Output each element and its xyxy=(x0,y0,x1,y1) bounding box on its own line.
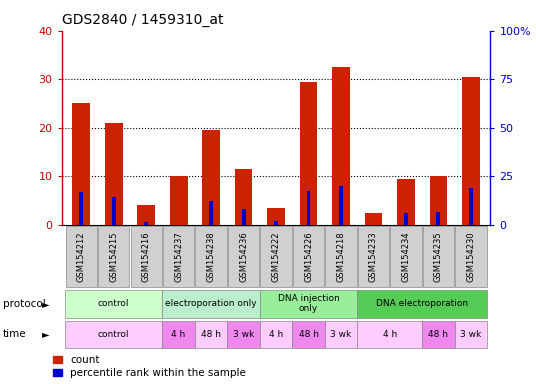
FancyBboxPatch shape xyxy=(65,226,96,287)
Bar xyxy=(267,208,285,225)
FancyBboxPatch shape xyxy=(227,321,260,348)
Bar xyxy=(170,176,188,225)
Bar xyxy=(202,130,220,225)
Text: GSM154235: GSM154235 xyxy=(434,231,443,281)
FancyBboxPatch shape xyxy=(423,226,454,287)
Text: GSM154226: GSM154226 xyxy=(304,231,313,281)
FancyBboxPatch shape xyxy=(130,226,162,287)
Bar xyxy=(339,186,343,225)
Text: DNA electroporation: DNA electroporation xyxy=(376,299,468,308)
FancyBboxPatch shape xyxy=(358,321,422,348)
Text: 3 wk: 3 wk xyxy=(233,330,254,339)
Text: GDS2840 / 1459310_at: GDS2840 / 1459310_at xyxy=(62,13,223,27)
Bar xyxy=(144,222,148,225)
FancyBboxPatch shape xyxy=(163,226,194,287)
Text: protocol: protocol xyxy=(3,299,46,309)
Bar xyxy=(307,191,310,225)
FancyBboxPatch shape xyxy=(456,226,487,287)
Text: 4 h: 4 h xyxy=(269,330,283,339)
Text: GSM154236: GSM154236 xyxy=(239,231,248,282)
Bar xyxy=(300,82,317,225)
Text: electroporation only: electroporation only xyxy=(165,299,257,308)
FancyBboxPatch shape xyxy=(65,321,162,348)
Bar xyxy=(332,67,350,225)
Text: time: time xyxy=(3,329,26,339)
Text: GSM154222: GSM154222 xyxy=(272,231,280,281)
FancyBboxPatch shape xyxy=(65,290,162,318)
Bar xyxy=(404,213,408,225)
FancyBboxPatch shape xyxy=(325,226,356,287)
FancyBboxPatch shape xyxy=(260,290,358,318)
Bar xyxy=(242,209,245,225)
FancyBboxPatch shape xyxy=(196,226,227,287)
Bar xyxy=(364,212,382,225)
Legend: count, percentile rank within the sample: count, percentile rank within the sample xyxy=(54,355,246,378)
Text: GSM154218: GSM154218 xyxy=(337,231,346,281)
Bar xyxy=(79,192,83,225)
Bar xyxy=(209,201,213,225)
FancyBboxPatch shape xyxy=(260,226,292,287)
Text: GSM154215: GSM154215 xyxy=(109,231,118,281)
Text: GSM154238: GSM154238 xyxy=(206,231,215,282)
FancyBboxPatch shape xyxy=(162,290,260,318)
Bar xyxy=(436,212,441,225)
Text: GSM154237: GSM154237 xyxy=(174,231,183,282)
Text: GSM154233: GSM154233 xyxy=(369,231,378,282)
Bar xyxy=(274,221,278,225)
FancyBboxPatch shape xyxy=(325,321,358,348)
Bar xyxy=(397,179,415,225)
FancyBboxPatch shape xyxy=(293,226,324,287)
Text: control: control xyxy=(98,330,129,339)
FancyBboxPatch shape xyxy=(260,321,292,348)
Text: 48 h: 48 h xyxy=(201,330,221,339)
Bar xyxy=(429,176,448,225)
Text: 3 wk: 3 wk xyxy=(330,330,352,339)
FancyBboxPatch shape xyxy=(422,321,455,348)
Text: ►: ► xyxy=(42,329,49,339)
FancyBboxPatch shape xyxy=(162,321,195,348)
Text: 48 h: 48 h xyxy=(428,330,449,339)
Bar xyxy=(105,123,123,225)
Text: ►: ► xyxy=(42,299,49,309)
Bar xyxy=(137,205,155,225)
FancyBboxPatch shape xyxy=(292,321,325,348)
Text: GSM154230: GSM154230 xyxy=(466,231,475,281)
FancyBboxPatch shape xyxy=(195,321,227,348)
FancyBboxPatch shape xyxy=(358,226,389,287)
Bar xyxy=(111,197,116,225)
FancyBboxPatch shape xyxy=(455,321,487,348)
Text: GSM154234: GSM154234 xyxy=(401,231,411,281)
FancyBboxPatch shape xyxy=(358,290,487,318)
Bar xyxy=(235,169,252,225)
Text: DNA injection
only: DNA injection only xyxy=(278,294,339,313)
Text: control: control xyxy=(98,299,129,308)
FancyBboxPatch shape xyxy=(390,226,422,287)
Bar xyxy=(462,77,480,225)
FancyBboxPatch shape xyxy=(98,226,129,287)
Bar xyxy=(72,103,90,225)
Bar xyxy=(469,188,473,225)
Text: 48 h: 48 h xyxy=(299,330,318,339)
Text: GSM154212: GSM154212 xyxy=(77,231,86,281)
Text: 3 wk: 3 wk xyxy=(460,330,481,339)
Text: GSM154216: GSM154216 xyxy=(142,231,151,281)
FancyBboxPatch shape xyxy=(228,226,259,287)
Text: 4 h: 4 h xyxy=(172,330,185,339)
Text: 4 h: 4 h xyxy=(383,330,397,339)
